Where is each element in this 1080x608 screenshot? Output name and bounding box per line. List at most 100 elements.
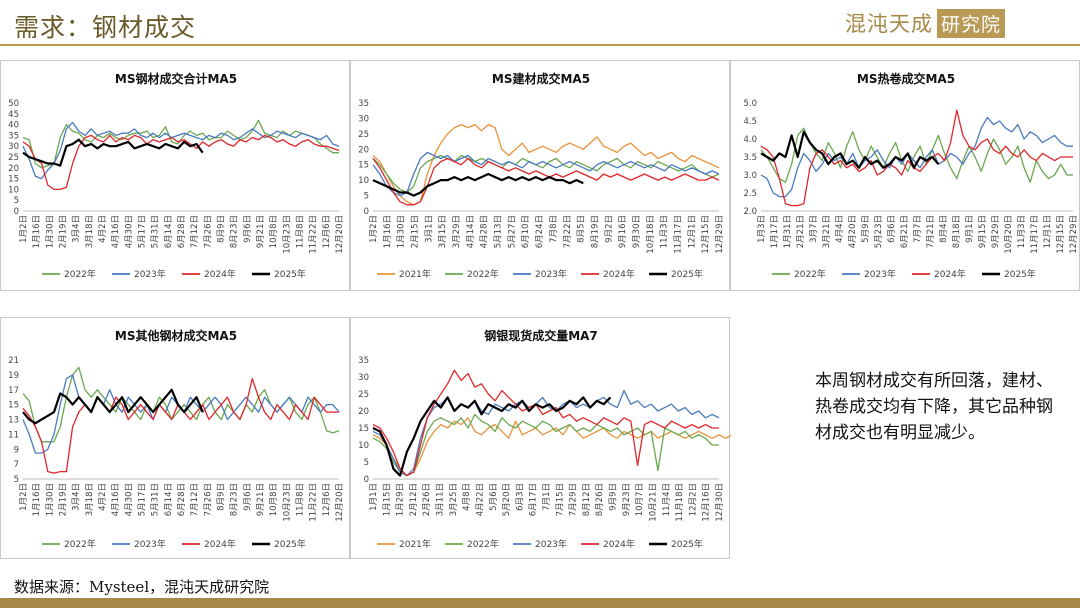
x-tick-label: 10月18日 (646, 215, 656, 254)
x-tick-label: 3月21日 (822, 215, 832, 248)
x-tick-label: 1月30日 (45, 215, 55, 248)
x-tick-label: 12月20日 (335, 215, 345, 254)
x-tick-label: 5月17日 (138, 483, 148, 516)
y-tick-label: 21 (8, 356, 19, 366)
y-tick-label: 30 (358, 373, 369, 383)
x-tick-label: 4月2日 (98, 215, 108, 243)
x-tick-label: 5月27日 (507, 215, 517, 248)
x-tick-label: 10月23日 (282, 215, 292, 254)
y-tick-label: 35 (358, 99, 369, 109)
x-tick-label: 2月21日 (796, 215, 806, 248)
x-tick-label: 5月6日 (489, 483, 499, 511)
x-tick-label: 8月23日 (230, 483, 240, 516)
x-tick-label: 7月22日 (563, 215, 573, 248)
x-tick-label: 1月2日 (19, 215, 29, 243)
series-line-2025 (22, 388, 204, 425)
x-tick-label: 6月3日 (515, 483, 525, 511)
x-tick-label: 11月18日 (675, 483, 685, 522)
x-tick-label: 6月21日 (900, 215, 910, 248)
x-tick-label: 11月17日 (1030, 215, 1040, 254)
header-divider (0, 44, 1080, 46)
x-tick-label: 5月17日 (138, 215, 148, 248)
x-tick-label: 12月16日 (702, 483, 712, 522)
series-line-2022 (372, 413, 719, 477)
y-tick-label: 50 (8, 99, 19, 109)
y-tick-label: 9 (14, 445, 19, 455)
chart-title: MS钢材成交合计MA5 (115, 71, 237, 86)
y-tick-label: 2.0 (743, 207, 757, 217)
x-tick-label: 11月3日 (1017, 215, 1027, 248)
x-tick-label: 3月18日 (85, 215, 95, 248)
x-tick-label: 9月21日 (256, 215, 266, 248)
chart-panel-construction: MS建材成交MA5 0 5 10 15 20 25 30 35 1月2日 1月16日 1月30日 2月1… (350, 60, 730, 291)
logo-box-text: 研究院 (937, 8, 1006, 38)
y-tick-label: 13 (8, 416, 19, 426)
y-tick-label: 10 (8, 185, 19, 195)
legend-label-2023: 2023年 (535, 268, 567, 280)
series-line-2022 (372, 154, 720, 194)
chart-title: MS其他钢材成交MA5 (115, 328, 237, 343)
y-tick-label: 10 (358, 176, 369, 186)
x-tick-label: 9月6日 (243, 483, 253, 511)
x-tick-label: 12月2日 (688, 483, 698, 516)
y-tick-label: 10 (358, 441, 369, 451)
brand-logo: 混沌天成 研究院 (845, 8, 1006, 38)
x-tick-label: 12月6日 (322, 215, 332, 248)
x-tick-label: 4月14日 (466, 215, 476, 248)
y-tick-label: 25 (8, 153, 19, 163)
chart-svg: MS建材成交MA5 0 5 10 15 20 25 30 35 1月2日 1月16日 1月30日 2月1… (358, 71, 725, 280)
x-tick-label: 1月30日 (45, 483, 55, 516)
x-tick-label: 7月1日 (542, 483, 552, 511)
chart-panel-total: MS钢材成交合计MA5 0 5 10 15 20 25 30 35 40 45 50 1月2日 1月16日… (0, 60, 350, 291)
y-tick-label: 25 (358, 130, 369, 140)
y-tick-label: 0 (364, 475, 369, 485)
y-tick-label: 15 (358, 161, 369, 171)
x-tick-label: 5月20日 (502, 483, 512, 516)
y-tick-label: 5 (364, 192, 369, 202)
y-tick-label: 30 (8, 142, 19, 152)
x-tick-label: 1月31日 (783, 215, 793, 248)
series-line-2023 (372, 389, 720, 477)
logo-text: 混沌天成 (845, 12, 933, 36)
y-tick-label: 2.5 (743, 189, 757, 199)
x-tick-label: 10月7日 (635, 483, 645, 516)
x-tick-label: 9月29日 (991, 215, 1001, 248)
x-tick-label: 7月12日 (190, 483, 200, 516)
legend-label-2022: 2022年 (64, 538, 96, 550)
x-tick-label: 4月20日 (848, 215, 858, 248)
chart-title: 钢银现货成交量MA7 (484, 328, 598, 343)
x-tick-label: 12月30日 (715, 483, 725, 522)
legend-label-2022: 2022年 (467, 268, 499, 280)
y-tick-label: 11 (8, 430, 19, 440)
x-tick-label: 8月5日 (577, 215, 587, 243)
y-tick-label: 20 (358, 145, 369, 155)
legend-label-2023: 2023年 (134, 268, 166, 280)
x-tick-label: 8月19日 (590, 215, 600, 248)
y-tick-label: 0 (14, 207, 19, 217)
series-line-2022 (22, 119, 339, 169)
x-tick-label: 3月11日 (436, 483, 446, 516)
x-tick-label: 4月30日 (124, 215, 134, 248)
legend-label-2024: 2024年 (204, 268, 236, 280)
y-tick-label: 4.5 (743, 117, 757, 127)
x-tick-label: 8月9日 (217, 483, 227, 511)
series-line-2023 (22, 121, 340, 180)
x-tick-label: 1月1日 (369, 483, 379, 511)
legend-label-2024: 2024年 (603, 538, 635, 550)
x-tick-label: 12月6日 (322, 483, 332, 516)
footer-bar (0, 598, 1080, 608)
chart-svg: MS其他钢材成交MA5 5 7 9 11 13 15 17 19 21 1月2日 1月16日 1月30日… (8, 328, 345, 550)
series-line-2022 (22, 366, 340, 443)
y-tick-label: 4.0 (743, 135, 757, 145)
x-tick-label: 8月12日 (582, 483, 592, 516)
legend-label-2025: 2025年 (671, 538, 703, 550)
x-tick-label: 7月8日 (549, 215, 559, 243)
x-tick-label: 12月20日 (335, 483, 345, 522)
y-tick-label: 5 (364, 458, 369, 468)
legend-label-2021: 2021年 (399, 538, 431, 550)
x-tick-label: 5月23日 (874, 215, 884, 248)
x-tick-label: 7月26日 (203, 483, 213, 516)
y-tick-label: 0 (364, 207, 369, 217)
x-tick-label: 9月23日 (622, 483, 632, 516)
x-tick-label: 9月30日 (632, 215, 642, 248)
